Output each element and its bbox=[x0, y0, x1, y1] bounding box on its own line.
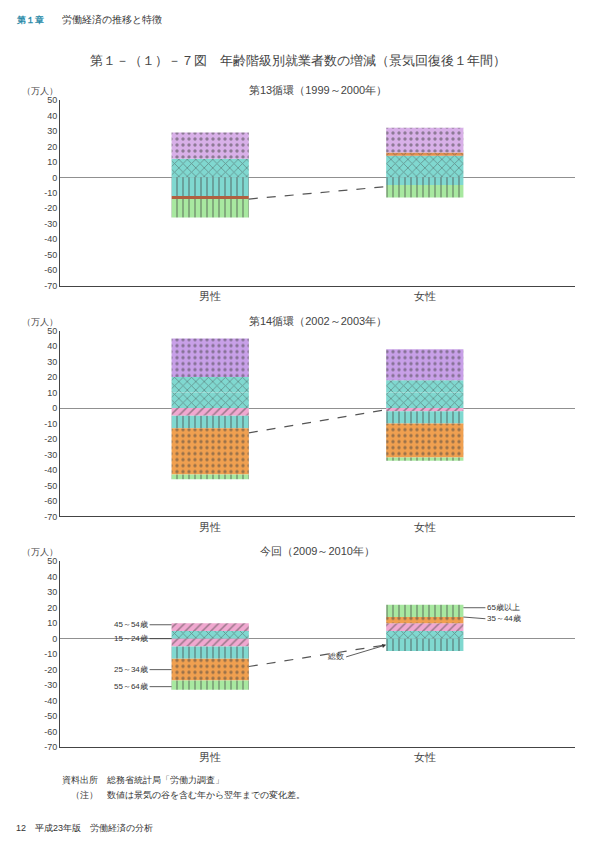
svg-text:第１－（１）－７図 年齢階級別就業者数の増減（景気回復後１年: 第１－（１）－７図 年齢階級別就業者数の増減（景気回復後１年間） bbox=[90, 53, 506, 68]
svg-text:35～44歳: 35～44歳 bbox=[487, 614, 521, 623]
svg-text:女性: 女性 bbox=[414, 521, 436, 533]
svg-text:45～54歳: 45～54歳 bbox=[114, 620, 148, 629]
svg-text:労働経済の推移と特徴: 労働経済の推移と特徴 bbox=[62, 14, 162, 25]
svg-text:30: 30 bbox=[47, 357, 57, 367]
svg-text:-50: -50 bbox=[44, 481, 57, 491]
svg-text:40: 40 bbox=[47, 341, 57, 351]
svg-text:-70: -70 bbox=[44, 511, 57, 521]
svg-text:10: 10 bbox=[47, 618, 57, 628]
svg-text:-60: -60 bbox=[44, 496, 57, 506]
svg-text:（注） 数値は景気の谷を含む年から翌年までの変化差。: （注） 数値は景気の谷を含む年から翌年までの変化差。 bbox=[62, 790, 305, 800]
svg-text:女性: 女性 bbox=[414, 290, 436, 302]
svg-text:男性: 男性 bbox=[199, 751, 221, 763]
svg-text:-20: -20 bbox=[44, 665, 57, 675]
svg-text:0: 0 bbox=[52, 173, 57, 183]
svg-text:-10: -10 bbox=[44, 188, 57, 198]
svg-text:55～64歳: 55～64歳 bbox=[114, 682, 148, 691]
svg-text:-40: -40 bbox=[44, 465, 57, 475]
svg-text:-40: -40 bbox=[44, 696, 57, 706]
svg-text:20: 20 bbox=[47, 603, 57, 613]
svg-text:50: 50 bbox=[47, 326, 57, 336]
svg-text:今回（2009～2010年）: 今回（2009～2010年） bbox=[260, 545, 375, 557]
svg-text:（万人）: （万人） bbox=[22, 317, 58, 327]
svg-text:女性: 女性 bbox=[414, 751, 436, 763]
svg-text:資料出所 総務省統計局「労働力調査」: 資料出所 総務省統計局「労働力調査」 bbox=[62, 775, 224, 785]
svg-text:30: 30 bbox=[47, 126, 57, 136]
svg-text:15～24歳: 15～24歳 bbox=[114, 634, 148, 643]
svg-text:0: 0 bbox=[52, 634, 57, 644]
svg-text:12 平成23年版 労働経済の分析: 12 平成23年版 労働経済の分析 bbox=[16, 823, 153, 833]
svg-text:65歳以上: 65歳以上 bbox=[487, 603, 520, 612]
svg-text:10: 10 bbox=[47, 388, 57, 398]
svg-text:-60: -60 bbox=[44, 727, 57, 737]
svg-text:-50: -50 bbox=[44, 711, 57, 721]
svg-text:-50: -50 bbox=[44, 250, 57, 260]
svg-text:-30: -30 bbox=[44, 450, 57, 460]
svg-text:10: 10 bbox=[47, 157, 57, 167]
svg-text:20: 20 bbox=[47, 142, 57, 152]
svg-text:-70: -70 bbox=[44, 742, 57, 752]
svg-text:（万人）: （万人） bbox=[22, 547, 58, 557]
svg-text:0: 0 bbox=[52, 403, 57, 413]
svg-text:40: 40 bbox=[47, 572, 57, 582]
svg-text:-30: -30 bbox=[44, 680, 57, 690]
svg-text:-10: -10 bbox=[44, 649, 57, 659]
svg-text:第14循環（2002～2003年）: 第14循環（2002～2003年） bbox=[249, 315, 387, 327]
svg-text:-10: -10 bbox=[44, 419, 57, 429]
svg-text:-40: -40 bbox=[44, 234, 57, 244]
svg-text:（万人）: （万人） bbox=[22, 86, 58, 96]
svg-text:総数: 総数 bbox=[327, 652, 344, 661]
svg-text:20: 20 bbox=[47, 372, 57, 382]
svg-text:50: 50 bbox=[47, 95, 57, 105]
svg-text:25～34歳: 25～34歳 bbox=[114, 665, 148, 674]
svg-text:-20: -20 bbox=[44, 434, 57, 444]
svg-text:第１章: 第１章 bbox=[16, 15, 44, 25]
svg-text:-60: -60 bbox=[44, 265, 57, 275]
svg-text:-20: -20 bbox=[44, 203, 57, 213]
svg-text:第13循環（1999～2000年）: 第13循環（1999～2000年） bbox=[249, 84, 387, 96]
svg-text:30: 30 bbox=[47, 587, 57, 597]
svg-text:-70: -70 bbox=[44, 281, 57, 291]
svg-text:40: 40 bbox=[47, 111, 57, 121]
svg-text:50: 50 bbox=[47, 556, 57, 566]
svg-text:男性: 男性 bbox=[199, 521, 221, 533]
svg-text:-30: -30 bbox=[44, 219, 57, 229]
svg-text:男性: 男性 bbox=[199, 290, 221, 302]
